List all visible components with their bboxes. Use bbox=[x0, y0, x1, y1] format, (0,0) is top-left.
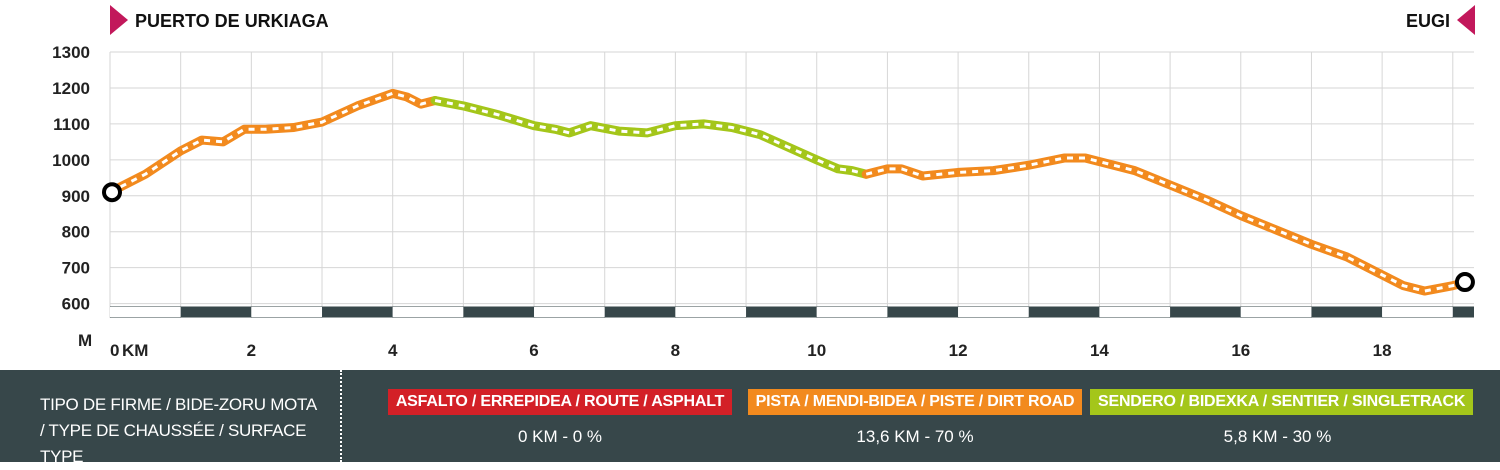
surface-legend-title-line2: / TYPE DE CHAUSSÉE / SURFACE TYPE bbox=[40, 421, 307, 466]
km-band-segment bbox=[887, 307, 959, 317]
start-marker-icon bbox=[110, 5, 128, 35]
x-tick-label: 12 bbox=[949, 341, 968, 360]
y-tick-label: 1200 bbox=[52, 79, 90, 98]
x-tick-label: 16 bbox=[1231, 341, 1250, 360]
x-tick-label: 4 bbox=[388, 341, 398, 360]
chart-grid bbox=[109, 51, 1474, 318]
surface-dirt-road: PISTA / MENDI-BIDEA / PISTE / DIRT ROAD … bbox=[735, 389, 1095, 447]
elevation-segment-dirt bbox=[105, 88, 440, 197]
elevation-chart: 600 700 800 900 1000 1100 1200 1300 0 2 4 6 8 10 12 14… bbox=[52, 5, 1475, 360]
y-tick-label: 1100 bbox=[53, 115, 90, 134]
km-band-segment bbox=[1240, 307, 1312, 317]
elevation-segment-dashes bbox=[865, 156, 1468, 293]
y-tick-label: 1000 bbox=[52, 151, 90, 170]
surface-singletrack-value: 5,8 KM - 30 % bbox=[1223, 427, 1332, 446]
surface-dirt-road-value: 13,6 KM - 70 % bbox=[856, 427, 974, 446]
end-marker-icon bbox=[1457, 5, 1475, 35]
start-point-marker bbox=[102, 182, 122, 203]
x-tick-label: 14 bbox=[1090, 341, 1109, 360]
km-band-segment bbox=[322, 307, 393, 317]
x-tick-label: 2 bbox=[247, 341, 256, 360]
x-axis-label: KM bbox=[122, 341, 148, 360]
km-band-segment bbox=[1170, 307, 1241, 317]
surface-singletrack-badge: SENDERO / BIDEXKA / SENTIER / SINGLETRAC… bbox=[1090, 389, 1474, 415]
km-band-segment bbox=[251, 307, 323, 317]
km-band-segment bbox=[1099, 307, 1171, 317]
surface-asphalt-value: 0 KM - 0 % bbox=[517, 427, 603, 446]
km-band-segment bbox=[746, 307, 817, 317]
km-scale-band bbox=[110, 306, 1474, 318]
start-label: PUERTO DE URKIAGA bbox=[135, 11, 329, 31]
route-endpoints bbox=[102, 182, 1475, 293]
x-tick-label: 18 bbox=[1373, 341, 1392, 360]
x-axis-ticks: 0 2 4 6 8 10 12 14 16 18 bbox=[110, 341, 1392, 360]
y-axis-ticks: 600 700 800 900 1000 1100 1200 1300 bbox=[52, 43, 90, 314]
km-band-segment bbox=[463, 307, 535, 317]
elevation-segment-singletrack bbox=[430, 96, 871, 179]
y-axis-label: M bbox=[78, 331, 92, 350]
surface-asphalt: ASFALTO / ERREPIDEA / ROUTE / ASPHALT 0 … bbox=[380, 389, 740, 447]
legend-divider bbox=[340, 370, 342, 462]
end-label: EUGI bbox=[1406, 11, 1450, 31]
elevation-segment-dirt bbox=[861, 153, 1472, 296]
x-tick-label: 8 bbox=[671, 341, 680, 360]
elevation-segment-dashes bbox=[109, 91, 436, 194]
km-band-segment bbox=[604, 307, 676, 317]
km-band-segment bbox=[1311, 307, 1383, 317]
km-band-segment bbox=[1028, 307, 1100, 317]
km-band-segment bbox=[1452, 307, 1474, 317]
km-band-segment bbox=[816, 307, 888, 317]
elevation-line bbox=[105, 88, 1472, 296]
km-band-segment bbox=[392, 307, 464, 317]
km-band-segment bbox=[675, 307, 747, 317]
elevation-segment-dashes bbox=[434, 99, 867, 176]
km-band-segment bbox=[534, 307, 605, 317]
y-tick-label: 700 bbox=[62, 259, 90, 278]
surface-legend-title: TIPO DE FIRME / BIDE-ZORU MOTA / TYPE DE… bbox=[40, 392, 340, 470]
surface-legend: TIPO DE FIRME / BIDE-ZORU MOTA / TYPE DE… bbox=[0, 370, 1500, 466]
x-tick-label: 10 bbox=[807, 341, 826, 360]
x-tick-label: 0 bbox=[110, 341, 119, 360]
km-band-segment bbox=[110, 307, 181, 317]
y-tick-label: 800 bbox=[62, 223, 90, 242]
surface-dirt-road-badge: PISTA / MENDI-BIDEA / PISTE / DIRT ROAD bbox=[747, 389, 1083, 415]
km-band-segment bbox=[958, 307, 1029, 317]
y-tick-label: 600 bbox=[62, 295, 90, 314]
y-tick-label: 900 bbox=[62, 187, 90, 206]
surface-asphalt-badge: ASFALTO / ERREPIDEA / ROUTE / ASPHALT bbox=[387, 389, 733, 415]
surface-legend-title-line1: TIPO DE FIRME / BIDE-ZORU MOTA bbox=[40, 395, 317, 414]
x-tick-label: 6 bbox=[529, 341, 538, 360]
km-band-segment bbox=[180, 307, 252, 317]
surface-singletrack: SENDERO / BIDEXKA / SENTIER / SINGLETRAC… bbox=[1090, 389, 1474, 447]
end-point-marker bbox=[1454, 272, 1475, 293]
y-tick-label: 1300 bbox=[52, 43, 90, 62]
km-band-segment bbox=[1382, 307, 1453, 317]
